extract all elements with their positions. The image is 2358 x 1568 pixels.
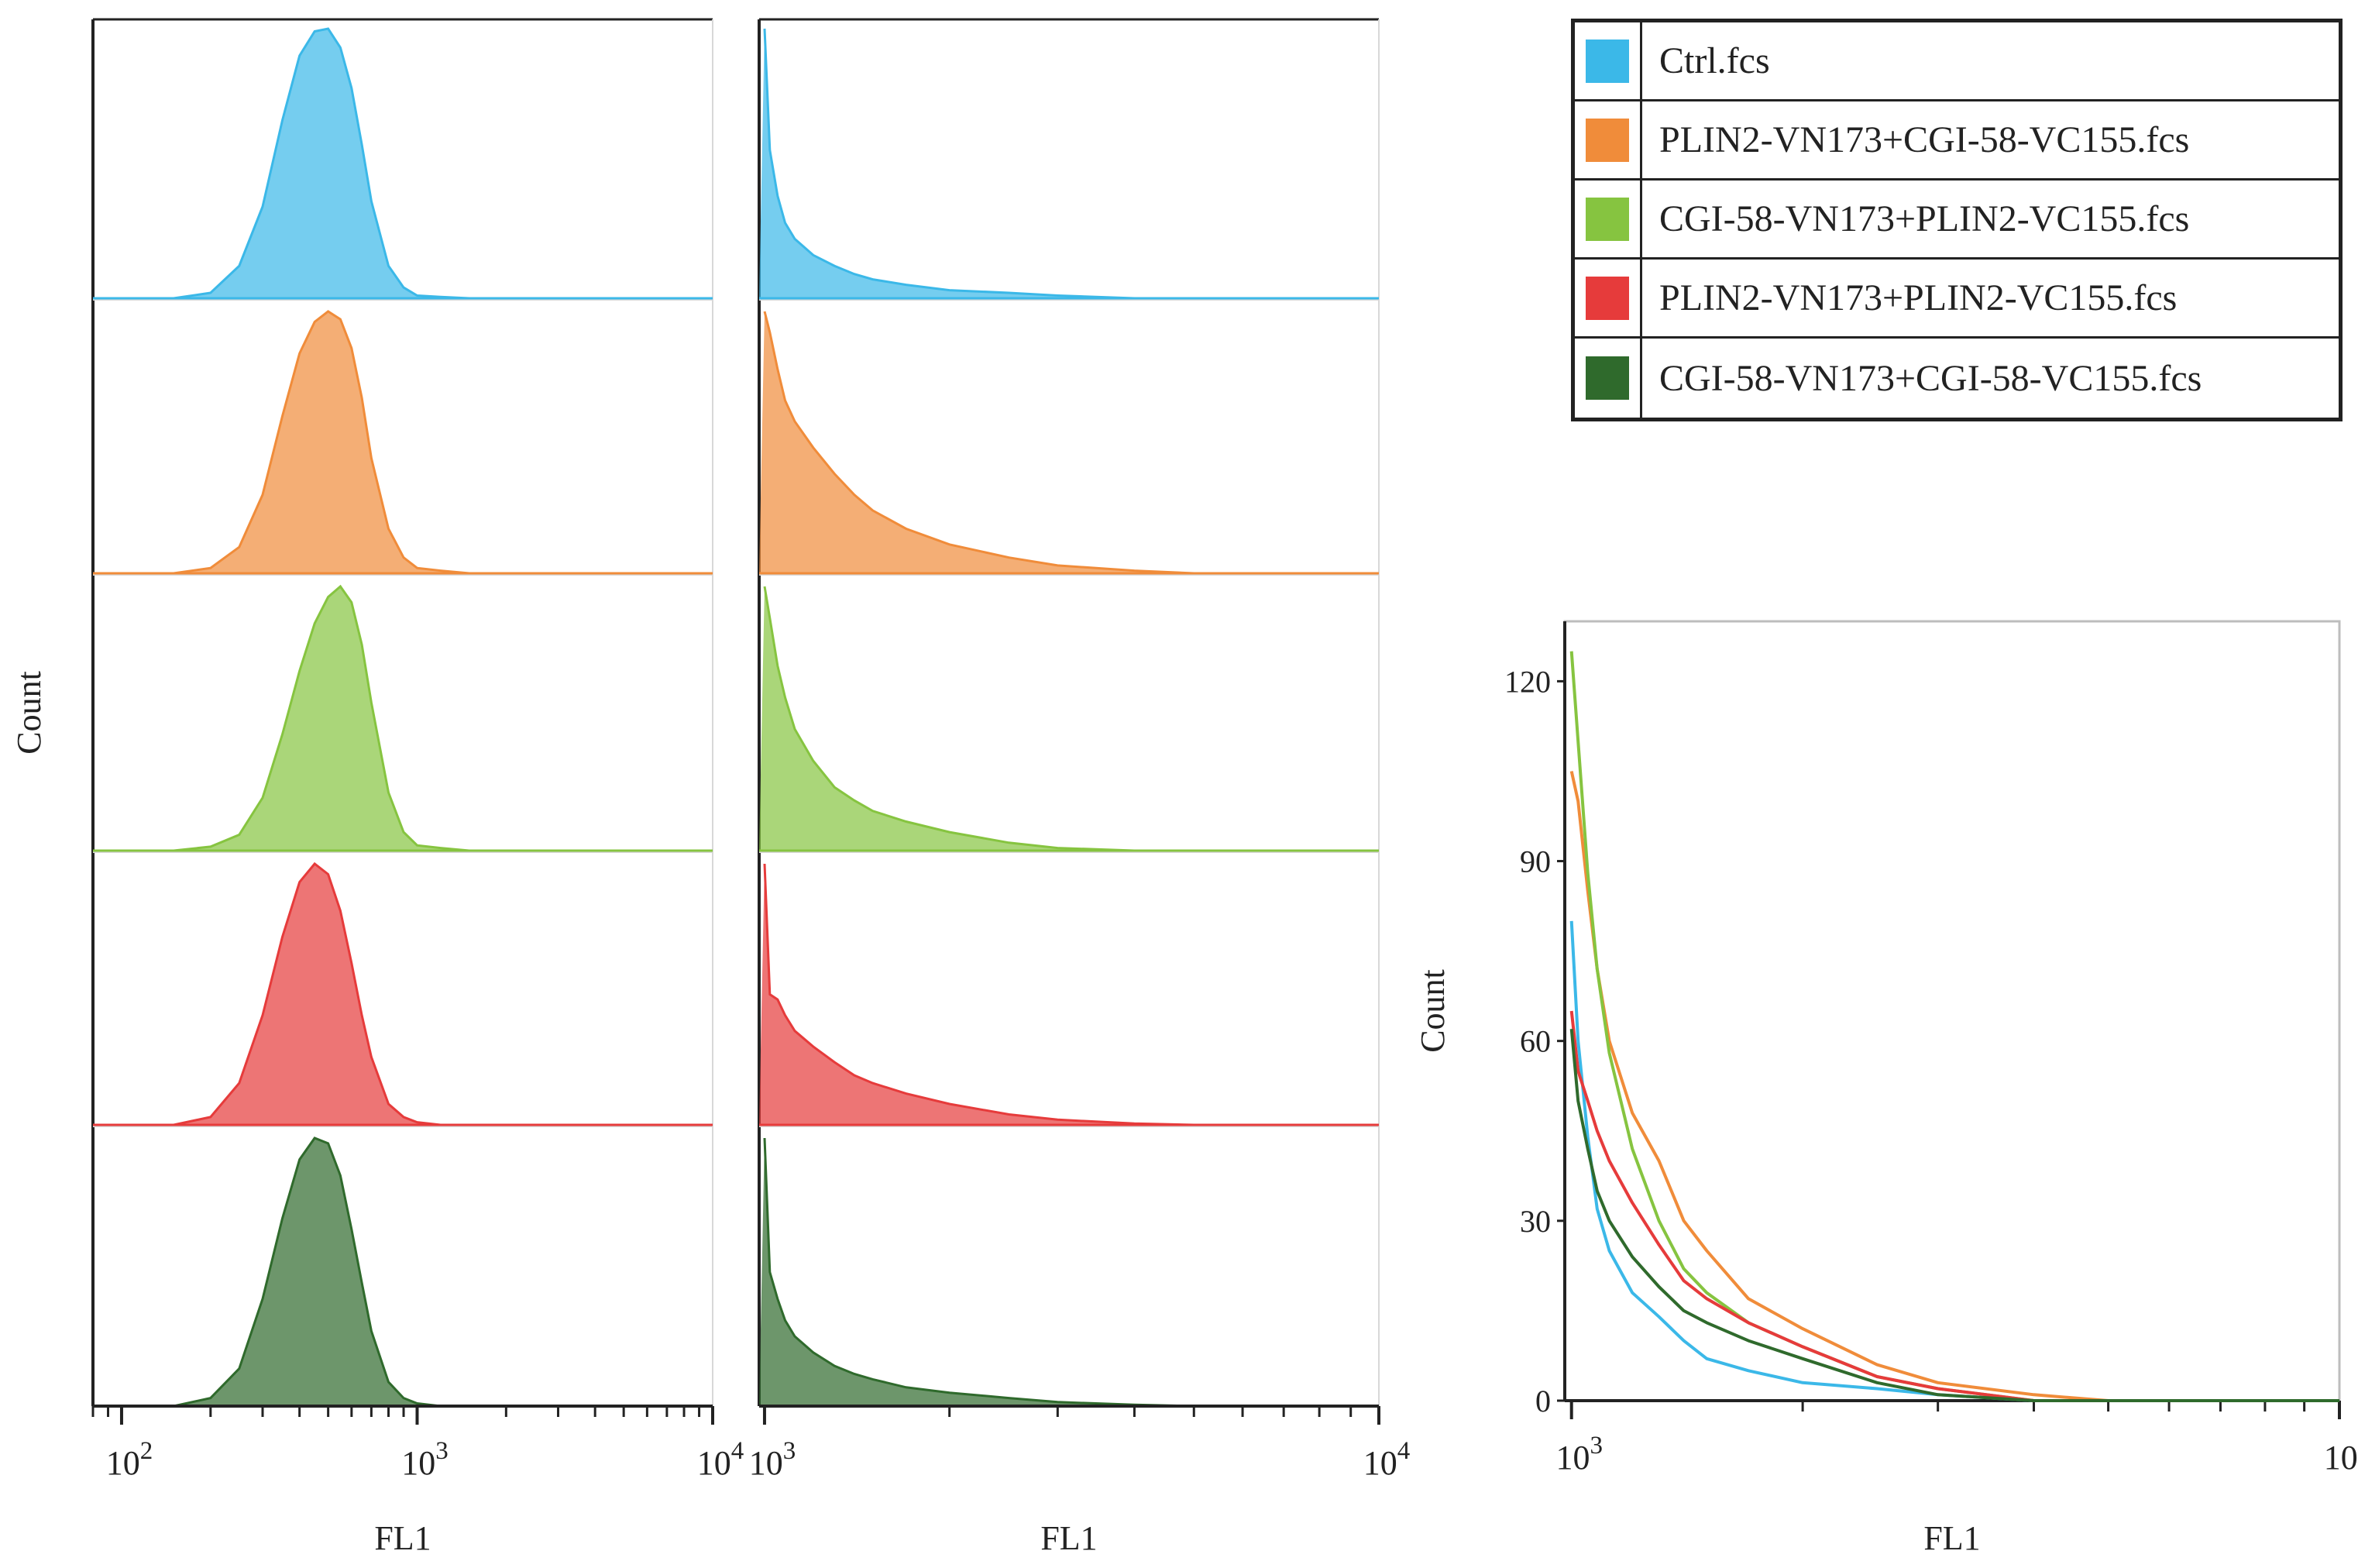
y-tick-label: 0 xyxy=(1535,1384,1551,1418)
x-axis-title: FL1 xyxy=(374,1519,431,1557)
legend: Ctrl.fcs PLIN2-VN173+CGI-58-VC155.fcs CG… xyxy=(1571,19,2343,421)
x-tick-label: 102 xyxy=(106,1437,153,1482)
y-axis-title: Count xyxy=(10,671,48,755)
line-chart: 0 30 60 90 120 Count 103 104 FL1 xyxy=(1414,620,2358,1557)
x-tick-label: 104 xyxy=(2324,1432,2358,1477)
legend-label: PLIN2-VN173+PLIN2-VC155.fcs xyxy=(1659,277,2178,318)
histogram-area xyxy=(759,1138,1379,1406)
legend-label: Ctrl.fcs xyxy=(1659,40,1770,81)
legend-swatch xyxy=(1586,276,1629,320)
y-axis-title: Count xyxy=(1414,969,1452,1053)
legend-item: PLIN2-VN173+PLIN2-VC155.fcs xyxy=(1575,260,2339,339)
series-line xyxy=(1569,1029,2339,1402)
legend-swatch xyxy=(1586,39,1629,83)
histogram-area xyxy=(93,311,713,573)
x-axis-title: FL1 xyxy=(1923,1519,1980,1557)
histogram-outline xyxy=(174,584,559,852)
x-tick-label: 103 xyxy=(749,1437,796,1482)
histogram-outline xyxy=(763,28,1379,300)
legend-label: CGI-58-VN173+PLIN2-VC155.fcs xyxy=(1659,198,2190,239)
histogram-outline xyxy=(173,310,559,575)
legend-item: CGI-58-VN173+PLIN2-VC155.fcs xyxy=(1575,181,2339,260)
histogram-area xyxy=(93,29,713,298)
histogram-panel: 102 103 104 FL1 Count xyxy=(10,18,744,1557)
histogram-outline xyxy=(763,311,1379,575)
histogram-outline xyxy=(763,863,1379,1126)
legend-label: PLIN2-VN173+CGI-58-VC155.fcs xyxy=(1659,119,2190,160)
histogram-area xyxy=(93,864,713,1125)
legend-swatch xyxy=(1586,118,1629,162)
series-line xyxy=(1569,1010,2339,1402)
histogram-area xyxy=(93,586,713,851)
legend-label: CGI-58-VN173+CGI-58-VC155.fcs xyxy=(1659,357,2202,399)
plot-frame xyxy=(1563,620,2341,1402)
x-tick-label: 103 xyxy=(401,1437,449,1482)
histogram-area xyxy=(93,1138,713,1406)
x-tick-label: 104 xyxy=(1363,1437,1411,1482)
x-tick-label: 103 xyxy=(1555,1432,1603,1477)
legend-swatch xyxy=(1586,356,1629,400)
x-tick-label: 104 xyxy=(697,1437,744,1482)
legend-swatch xyxy=(1586,197,1629,241)
series-line xyxy=(1569,920,2339,1402)
legend-item: Ctrl.fcs xyxy=(1575,22,2339,101)
histogram-area xyxy=(759,311,1379,573)
y-tick-label: 120 xyxy=(1504,664,1551,699)
x-axis-title: FL1 xyxy=(1040,1519,1097,1557)
histogram-area xyxy=(759,29,1379,298)
series-line xyxy=(1569,771,2339,1402)
legend-item: CGI-58-VN173+CGI-58-VC155.fcs xyxy=(1575,339,2339,418)
histogram-outline xyxy=(173,27,559,300)
series-line xyxy=(1569,651,2339,1402)
histogram-outline xyxy=(763,586,1379,852)
y-tick-label: 60 xyxy=(1520,1024,1551,1059)
legend-item: PLIN2-VN173+CGI-58-VC155.fcs xyxy=(1575,101,2339,181)
histogram-area xyxy=(759,586,1379,851)
y-tick-label: 30 xyxy=(1520,1204,1551,1239)
histogram-panel: 103 104 FL1 xyxy=(749,18,1411,1557)
y-tick-label: 90 xyxy=(1520,844,1551,879)
histogram-area xyxy=(759,864,1379,1125)
histogram-outline xyxy=(763,1137,1379,1408)
